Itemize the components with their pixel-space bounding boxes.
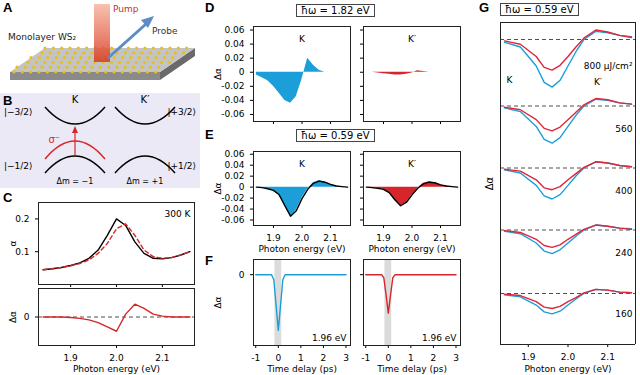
html-text:B: B bbox=[3, 93, 13, 108]
svg-text:K: K bbox=[507, 75, 514, 85]
svg-text:0.2: 0.2 bbox=[15, 214, 29, 224]
svg-text:2.0: 2.0 bbox=[295, 233, 310, 243]
svg-text:|+1/2⟩: |+1/2⟩ bbox=[167, 161, 196, 171]
svg-text:Time delay (ps): Time delay (ps) bbox=[376, 364, 447, 374]
svg-text:|−1/2⟩: |−1/2⟩ bbox=[4, 161, 33, 171]
html-text:D: D bbox=[205, 0, 215, 15]
svg-text:α: α bbox=[8, 240, 18, 246]
svg-text:0: 0 bbox=[275, 353, 281, 363]
svg-text:Monolayer WS₂: Monolayer WS₂ bbox=[8, 32, 77, 42]
svg-text:2.1: 2.1 bbox=[155, 353, 169, 363]
svg-text:-0.06: -0.06 bbox=[221, 109, 245, 119]
svg-text:0.02: 0.02 bbox=[224, 171, 244, 181]
svg-text:2.1: 2.1 bbox=[323, 233, 337, 243]
svg-text:0: 0 bbox=[239, 67, 245, 77]
svg-text:2.0: 2.0 bbox=[109, 353, 124, 363]
svg-text:Photon energy (eV): Photon energy (eV) bbox=[73, 364, 160, 374]
svg-text:Time delay (ps): Time delay (ps) bbox=[266, 364, 337, 374]
html-text:ħω = 0.59 eV: ħω = 0.59 eV bbox=[505, 4, 574, 15]
svg-text:-0.02: -0.02 bbox=[221, 81, 244, 91]
svg-text:3: 3 bbox=[453, 353, 459, 363]
svg-text:560: 560 bbox=[615, 124, 632, 134]
svg-text:1.9: 1.9 bbox=[266, 233, 281, 243]
svg-text:Δα: Δα bbox=[213, 68, 223, 80]
svg-text:-0.04: -0.04 bbox=[221, 204, 245, 214]
html-text:E: E bbox=[205, 127, 214, 142]
svg-text:160: 160 bbox=[615, 309, 632, 319]
svg-text:2: 2 bbox=[431, 353, 437, 363]
html-text:ħω = 1.82 eV: ħω = 1.82 eV bbox=[301, 5, 370, 16]
svg-text:240: 240 bbox=[615, 248, 632, 258]
svg-text:Photon energy (eV): Photon energy (eV) bbox=[524, 364, 611, 374]
svg-text:1: 1 bbox=[408, 353, 414, 363]
svg-text:0.06: 0.06 bbox=[224, 25, 244, 35]
svg-text:K′: K′ bbox=[594, 77, 602, 87]
svg-text:0: 0 bbox=[24, 312, 30, 322]
svg-text:-0.04: -0.04 bbox=[221, 95, 245, 105]
svg-text:400: 400 bbox=[615, 186, 632, 196]
svg-text:Δα: Δα bbox=[484, 176, 495, 190]
svg-text:0.02: 0.02 bbox=[224, 53, 244, 63]
svg-text:|+3/2⟩: |+3/2⟩ bbox=[167, 107, 196, 117]
svg-text:K′: K′ bbox=[141, 94, 151, 105]
svg-text:2.0: 2.0 bbox=[405, 233, 420, 243]
svg-text:0.04: 0.04 bbox=[224, 39, 244, 49]
svg-text:2.0: 2.0 bbox=[561, 352, 576, 362]
svg-text:-0.02: -0.02 bbox=[221, 193, 244, 203]
svg-text:Δα: Δα bbox=[213, 296, 223, 308]
svg-text:σ⁻: σ⁻ bbox=[48, 134, 60, 145]
svg-text:K: K bbox=[299, 34, 306, 44]
html-text:ħω = 0.59 eV: ħω = 0.59 eV bbox=[301, 130, 370, 141]
svg-text:800 μJ/cm²: 800 μJ/cm² bbox=[584, 61, 633, 71]
svg-text:-0.06: -0.06 bbox=[221, 215, 245, 225]
svg-text:-1: -1 bbox=[251, 353, 260, 363]
svg-text:0: 0 bbox=[385, 353, 391, 363]
svg-text:0.06: 0.06 bbox=[224, 149, 244, 159]
svg-text:Δm = −1: Δm = −1 bbox=[57, 177, 94, 186]
svg-text:K′: K′ bbox=[408, 159, 416, 169]
svg-text:0: 0 bbox=[239, 270, 245, 280]
html-text:C: C bbox=[3, 190, 13, 205]
svg-text:Photon energy (eV): Photon energy (eV) bbox=[258, 244, 345, 254]
svg-text:1.96 eV: 1.96 eV bbox=[422, 333, 457, 343]
svg-text:Photon energy (eV): Photon energy (eV) bbox=[368, 244, 455, 254]
svg-text:0.04: 0.04 bbox=[224, 160, 244, 170]
html-text:G: G bbox=[479, 0, 490, 15]
svg-text:|−3/2⟩: |−3/2⟩ bbox=[4, 107, 33, 117]
svg-text:1.9: 1.9 bbox=[376, 233, 391, 243]
svg-text:Δα: Δα bbox=[8, 311, 18, 323]
svg-text:Δm = +1: Δm = +1 bbox=[127, 177, 164, 186]
svg-text:1.9: 1.9 bbox=[521, 352, 536, 362]
svg-text:3: 3 bbox=[343, 353, 349, 363]
svg-text:0: 0 bbox=[239, 182, 245, 192]
svg-text:K: K bbox=[299, 159, 306, 169]
svg-text:2.1: 2.1 bbox=[601, 352, 615, 362]
svg-text:Δα: Δα bbox=[213, 182, 223, 194]
svg-text:0.1: 0.1 bbox=[15, 247, 29, 257]
svg-text:1.9: 1.9 bbox=[63, 353, 78, 363]
svg-text:2.1: 2.1 bbox=[433, 233, 447, 243]
svg-text:Pump: Pump bbox=[113, 4, 139, 14]
svg-text:Probe: Probe bbox=[152, 26, 178, 36]
svg-text:2: 2 bbox=[321, 353, 327, 363]
svg-text:1: 1 bbox=[298, 353, 304, 363]
html-text:A: A bbox=[3, 0, 13, 15]
svg-text:1.96 eV: 1.96 eV bbox=[312, 333, 347, 343]
svg-text:K: K bbox=[72, 94, 79, 105]
svg-text:K′: K′ bbox=[408, 34, 416, 44]
svg-text:-1: -1 bbox=[361, 353, 370, 363]
html-text:F: F bbox=[205, 253, 213, 268]
svg-text:300 K: 300 K bbox=[165, 209, 192, 219]
